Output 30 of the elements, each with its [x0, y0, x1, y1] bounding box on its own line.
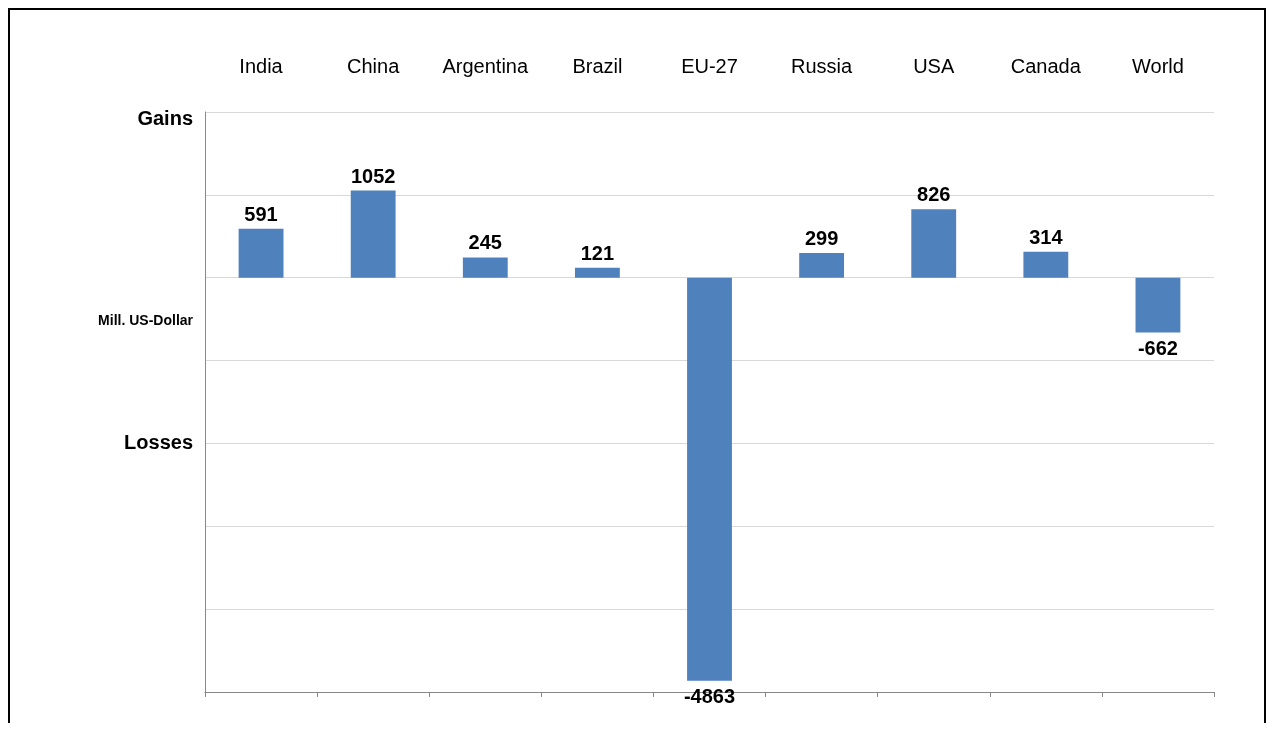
- data-label: 314: [1029, 225, 1064, 248]
- bar: [687, 277, 732, 681]
- data-label: 1052: [350, 164, 396, 187]
- bar: [462, 257, 508, 278]
- x-tick-label: Argentina: [442, 55, 529, 77]
- bar: [1135, 277, 1181, 333]
- bar: [238, 228, 284, 278]
- x-tick-label: Brazil: [572, 55, 623, 77]
- data-label: 299: [804, 226, 839, 249]
- data-label: 245: [468, 231, 502, 254]
- bar: [574, 267, 620, 278]
- x-tick-label: China: [347, 55, 401, 77]
- bar: [350, 190, 396, 278]
- text: Losses: [124, 431, 194, 454]
- x-tick-label: World: [1132, 55, 1184, 77]
- bar: [799, 252, 845, 278]
- x-tick-label: Russia: [791, 55, 854, 77]
- data-label: 121: [580, 241, 615, 264]
- data-label: -662: [1137, 336, 1178, 359]
- x-tick-label: India: [239, 55, 284, 77]
- data-label: 826: [917, 183, 951, 206]
- text: Gains: [137, 107, 193, 129]
- x-tick-label: USA: [913, 55, 955, 77]
- bar: [1023, 251, 1069, 278]
- data-label: 591: [244, 202, 278, 225]
- x-tick-label: EU-27: [681, 55, 738, 77]
- data-label: -4863: [683, 684, 736, 707]
- bar: [911, 209, 957, 278]
- y-axis-title: Mill. US-Dollar: [98, 311, 194, 328]
- x-tick-label: Canada: [1010, 55, 1082, 77]
